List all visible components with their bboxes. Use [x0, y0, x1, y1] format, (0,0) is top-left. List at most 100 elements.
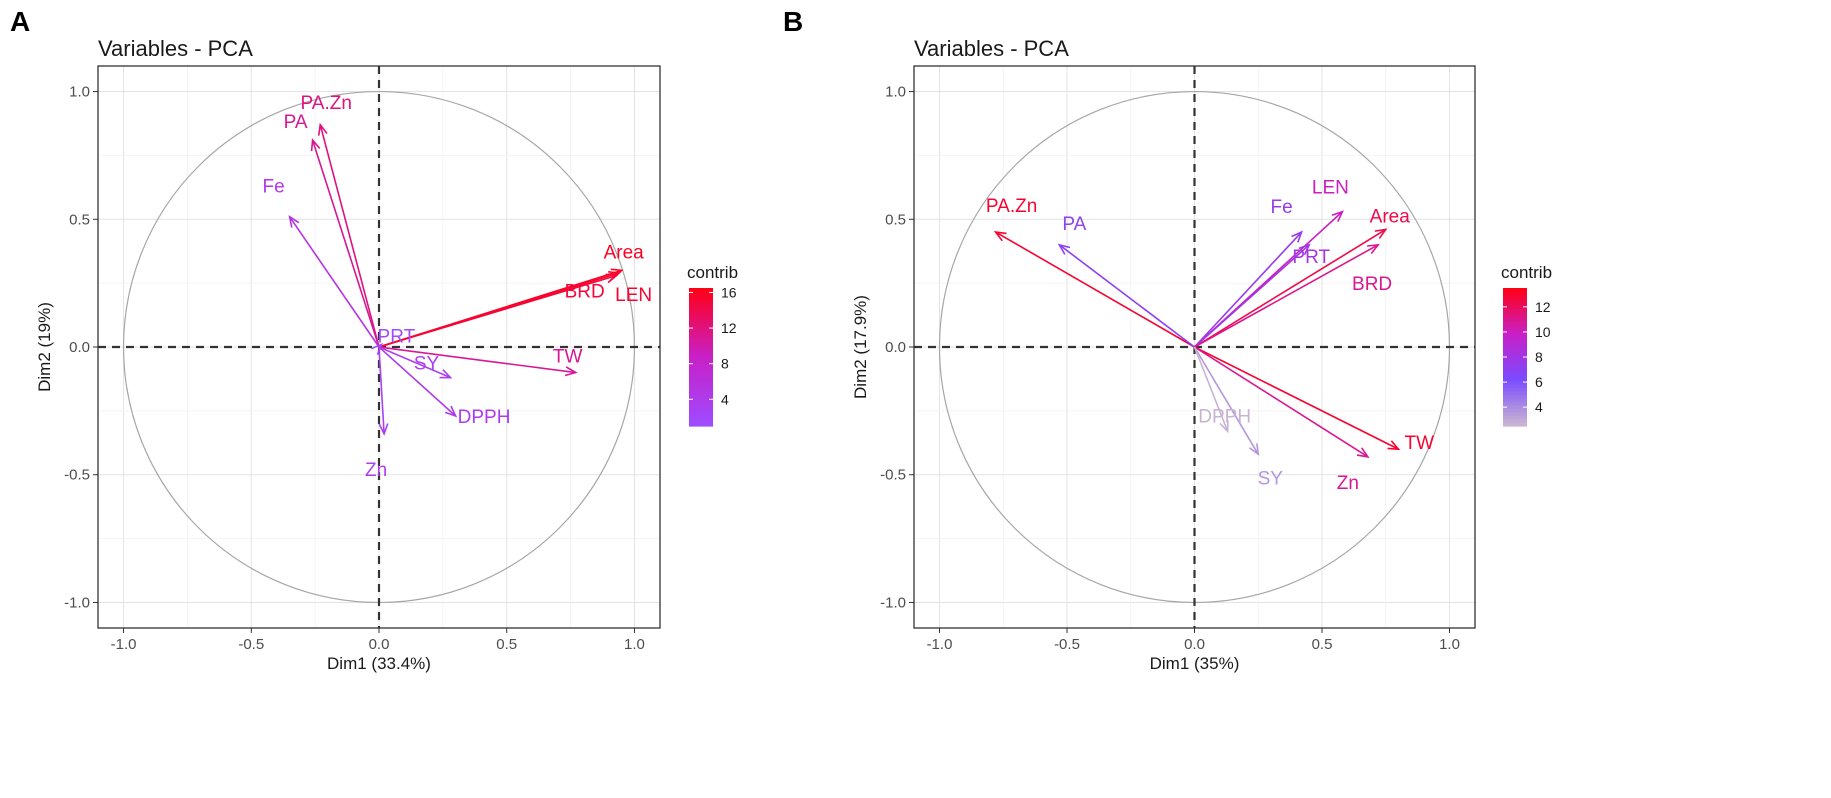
panel-a-legend-color-step [689, 301, 713, 306]
panel-a-y-tick-label: 0.0 [69, 339, 90, 356]
panel-b-legend-color-step [1503, 346, 1527, 351]
panel-b-var-label-sy: SY [1258, 468, 1284, 489]
panel-b-legend-color-step [1503, 412, 1527, 417]
panel-b-legend-color-step [1503, 288, 1527, 293]
panel-b-arrowhead-area [1374, 228, 1388, 239]
panel-a-legend-color-step [689, 381, 713, 386]
panel-b-title: Variables - PCA [914, 36, 1069, 61]
panel-b-legend-color-step [1503, 301, 1527, 306]
panel-b-arrow-fe [1193, 231, 1303, 348]
panel-b-legend-color-step [1503, 370, 1527, 375]
panel-b-y-axis-label: Dim2 (17.9%) [851, 295, 870, 399]
panel-b-legend-color-step [1503, 381, 1527, 386]
panel-a-legend-color-step [689, 339, 713, 344]
panel-a-arrow-tw [378, 346, 576, 374]
panel-a-legend-color-step [689, 329, 713, 334]
panel-a-arrow-pa [311, 139, 380, 348]
panel-a-legend-color-step [689, 308, 713, 313]
panel-a-var-label-pa-zn: PA.Zn [301, 93, 352, 114]
panel-a-var-label-tw: TW [553, 347, 583, 368]
panel-b-legend-color-step [1503, 374, 1527, 379]
panel-a-y-tick-label: 1.0 [69, 84, 90, 101]
panel-a-legend-color-step [689, 401, 713, 406]
panel-a-legend-color-step [689, 336, 713, 341]
panel-a-arrowhead-pa [310, 138, 321, 152]
panel-a-y-tick-label: -0.5 [64, 467, 90, 484]
panel-a-legend-tick-label: 12 [721, 320, 737, 336]
panel-a-legend-color-step [689, 419, 713, 424]
panel-a-x-tick-label: 1.0 [624, 636, 645, 653]
panel-a-legend-color-step [689, 360, 713, 365]
panel-a-legend-color-step [689, 325, 713, 330]
panel-a-arrow-sy [378, 346, 451, 379]
panel-b-legend-color-step [1503, 315, 1527, 320]
panel-a-legend-title: contrib [687, 263, 738, 282]
panel-b-legend-color-step [1503, 415, 1527, 420]
panel-a-var-label-area: Area [604, 242, 645, 263]
panel-a-legend-color-step [689, 398, 713, 403]
panel-b-x-tick-label: 0.5 [1312, 636, 1333, 653]
panel-b-legend-color-step [1503, 298, 1527, 303]
panel-b-x-tick-label: -0.5 [1054, 636, 1080, 653]
panel-a-title: Variables - PCA [98, 36, 253, 61]
panel-b-arrow-pa-zn [995, 231, 1195, 348]
panel-a-tag: A [10, 6, 31, 37]
panel-b-y-tick-label: 1.0 [885, 84, 906, 101]
panel-a-legend-color-step [689, 322, 713, 327]
panel-a-legend-color-step [689, 422, 713, 427]
panel-b-var-label-zn: Zn [1337, 473, 1359, 494]
panel-a-legend-color-step [689, 412, 713, 417]
panel-a-legend-color-step [689, 350, 713, 355]
panel-a-legend-tick-label: 4 [721, 391, 729, 407]
panel-a-legend-color-step [689, 367, 713, 372]
panel-b-arrowhead-tw [1387, 440, 1401, 451]
panel-a-legend-color-step [689, 312, 713, 317]
panel-b-y-tick-label: -0.5 [880, 467, 906, 484]
panel-a-var-label-len: LEN [615, 285, 652, 306]
panel-b-legend-color-step [1503, 401, 1527, 406]
panel-a-legend-color-step [689, 343, 713, 348]
panel-a-y-tick-label: -1.0 [64, 594, 90, 611]
panel-a-var-label-brd: BRD [565, 281, 605, 302]
panel-b-legend-color-step [1503, 305, 1527, 310]
panel-b-tag: B [783, 6, 804, 37]
panel-b-var-label-pa: PA [1062, 214, 1086, 235]
panel-b-legend-color-step [1503, 294, 1527, 299]
panel-b-arrowhead-sy [1248, 443, 1260, 457]
panel-a-legend-color-step [689, 319, 713, 324]
panel-b-legend-color-step [1503, 353, 1527, 358]
panel-b-var-label-prt: PRT [1292, 247, 1330, 268]
panel-a-var-label-pa: PA [284, 112, 308, 133]
panel-b-legend-color-step [1503, 308, 1527, 313]
panel-b-legend-color-step [1503, 325, 1527, 330]
panel-b-legend-title: contrib [1501, 263, 1552, 282]
panel-a-arrow-dpph [378, 346, 457, 417]
panel-b-var-label-tw: TW [1405, 433, 1435, 454]
panel-b-legend-color-step [1503, 350, 1527, 355]
panel-b-arrow-tw [1194, 346, 1399, 450]
panel-a-arrowhead-dpph [444, 405, 458, 418]
panel-a-legend-color-step [689, 415, 713, 420]
panel-b-legend-color-step [1503, 394, 1527, 399]
panel-b-arrowhead-zn [1356, 447, 1370, 458]
panel-b-legend-color-step [1503, 405, 1527, 410]
panel-a-legend-color-step [689, 408, 713, 413]
panel-b-legend-color-step [1503, 408, 1527, 413]
panel-a-legend-color-step [689, 370, 713, 375]
panel-a-y-tick-label: 0.5 [69, 211, 90, 228]
panel-b-legend-color-step [1503, 357, 1527, 362]
panel-b-arrow-pa [1058, 244, 1195, 348]
panel-a-legend-color-step [689, 384, 713, 389]
panel-a-arrow-pa-zn [319, 124, 380, 348]
panel-b-x-tick-label: 1.0 [1439, 636, 1460, 653]
panel-b-legend-tick-label: 4 [1535, 399, 1543, 415]
panel-b-legend-color-step [1503, 312, 1527, 317]
panel-a-x-tick-label: -1.0 [111, 636, 137, 653]
panel-b-legend-color-step [1503, 291, 1527, 296]
panel-a-legend-color-step [689, 357, 713, 362]
panel-a-var-label-prt: PRT [378, 326, 416, 347]
panel-b-legend-color-step [1503, 363, 1527, 368]
panel-a-var-label-fe: Fe [262, 177, 284, 198]
panel-b-legend-color-step [1503, 422, 1527, 427]
